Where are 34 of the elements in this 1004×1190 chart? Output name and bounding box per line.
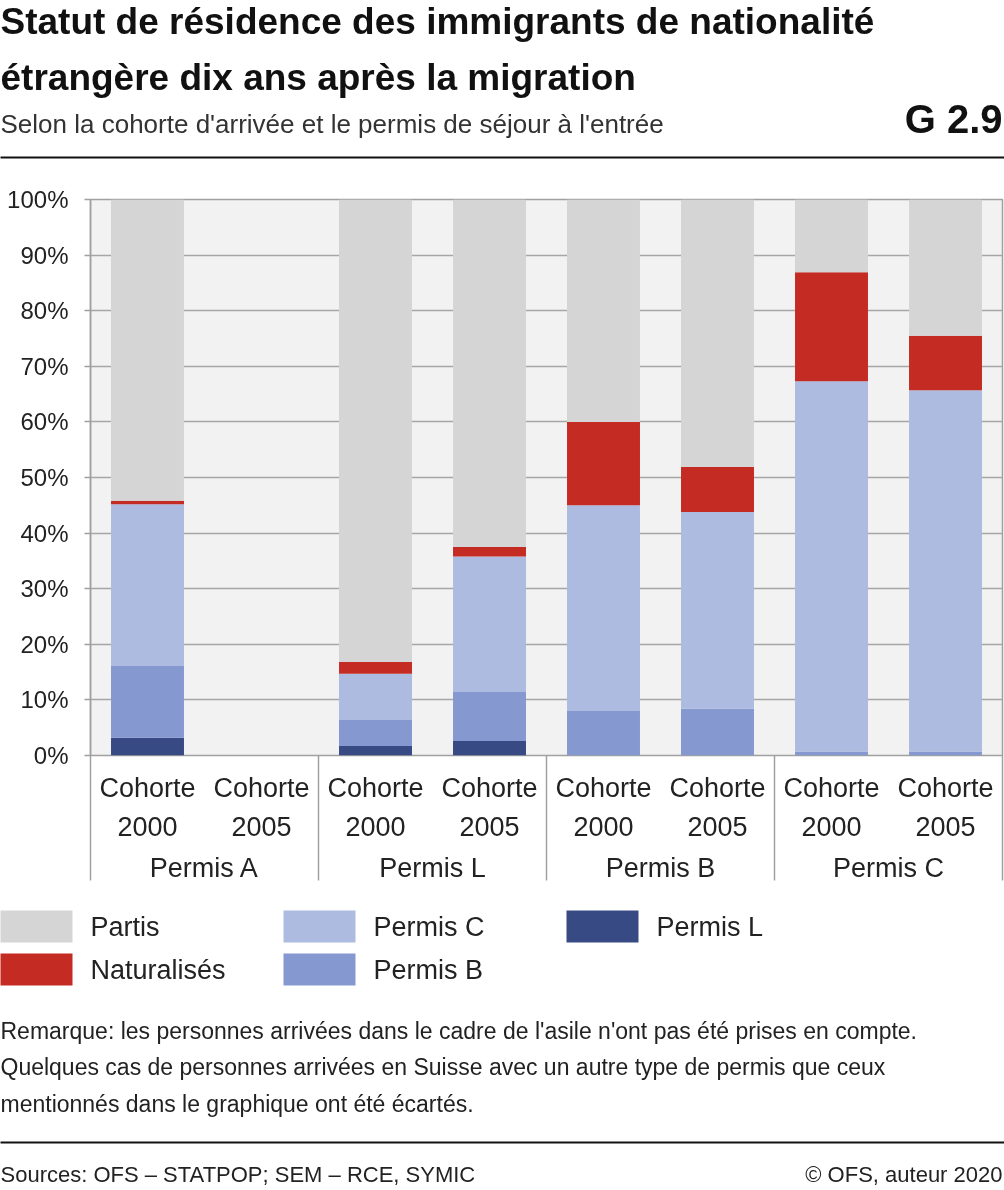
y-tick-label: 30% (20, 575, 69, 603)
legend-label: Partis (90, 911, 160, 942)
y-tick-label: 60% (20, 408, 69, 436)
x-tick-label: Cohorte 2005 (441, 772, 538, 843)
x-tick-label: Cohorte 2005 (669, 772, 766, 843)
x-tick-label: Cohorte 2005 (213, 772, 310, 843)
source-note: Sources: OFS – STATPOP; SEM – RCE, SYMIC (0, 1161, 476, 1187)
y-tick-label: 40% (20, 519, 69, 547)
legend-label: Permis B (373, 954, 484, 985)
legend-label: Naturalisés (90, 954, 226, 985)
legend-label: Permis C (373, 911, 485, 942)
text: Remarque: les personnes arrivées dans le cadre de l'asile n'ont pas été prises en compte. Quelques cas de personnes arrivées en Suisse avec un autre type de permis que ceux mentionnés dans le graphique ont été écartés. (0, 1017, 918, 1117)
text: Permis C (833, 852, 945, 883)
text: Permis A (149, 852, 258, 883)
text: G 2.9 (904, 96, 1003, 141)
x-tick-label: Cohorte 2000 (327, 772, 424, 843)
y-tick-label: 20% (20, 630, 69, 658)
y-tick-label: 80% (20, 297, 69, 325)
text: Permis B (605, 852, 716, 883)
y-tick-label: 100% (7, 186, 69, 213)
y-tick-label: 10% (20, 686, 69, 714)
text: Permis L (379, 852, 486, 883)
chart-subtitle: Selon la cohorte d'arrivée et le permis de séjour à l'entrée (0, 108, 664, 139)
y-tick-label: 90% (20, 241, 69, 269)
y-tick-label: 50% (20, 464, 69, 491)
y-tick-label: 0% (33, 742, 69, 769)
y-tick-label: 70% (20, 352, 69, 380)
chart-title: Statut de résidence des immigrants de nationalité étrangère dix ans après la migration (0, 0, 875, 99)
text: © OFS, auteur 2020 (805, 1161, 1003, 1187)
legend-label: Permis L (656, 911, 764, 942)
x-tick-label: Cohorte 2005 (897, 772, 994, 843)
x-tick-label: Cohorte 2000 (783, 772, 880, 843)
x-tick-label: Cohorte 2000 (555, 772, 652, 843)
x-tick-label: Cohorte 2000 (99, 772, 196, 843)
